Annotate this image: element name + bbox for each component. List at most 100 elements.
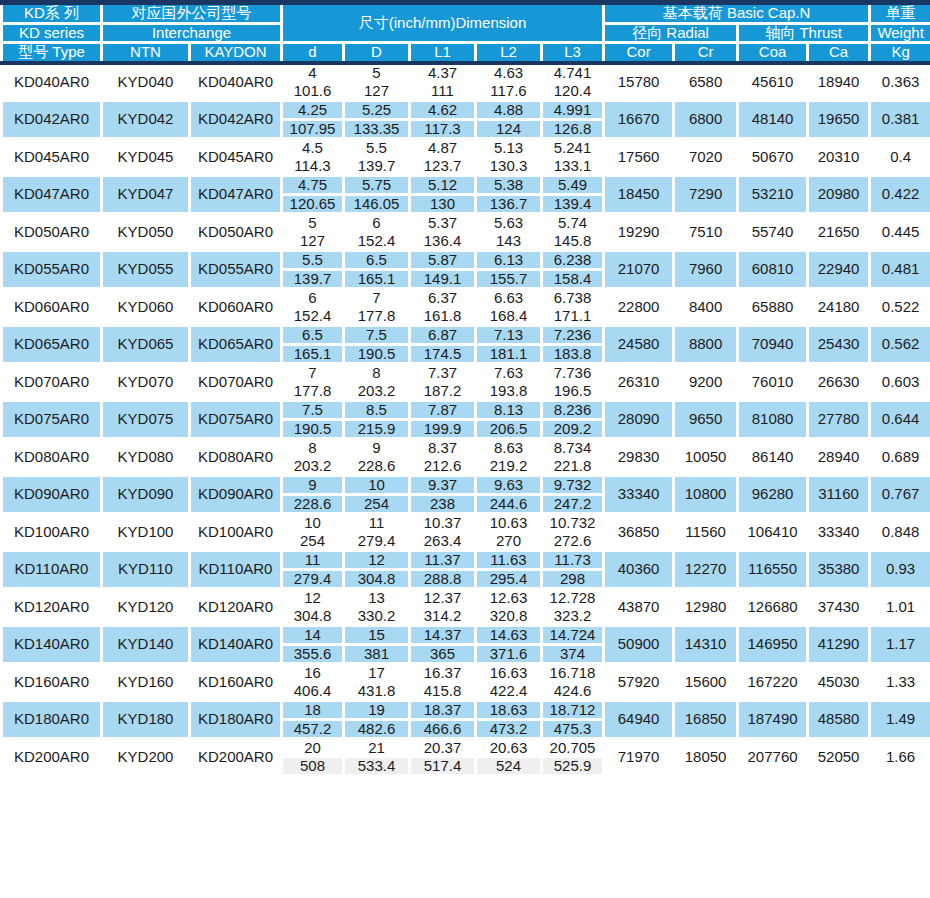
table-row-inch: KD055AR0 KYD055 KD055AR0 5.5 6.5 5.87 6.… [2,251,930,270]
dim-mm-cell-L3: 209.2 [542,419,604,438]
dim-mm-cell-L3: 120.4 [542,82,604,101]
coa-cell: 86140 [738,438,808,476]
model-cell: KD080AR0 [2,438,102,476]
dim-inch-cell-L3: 14.724 [542,626,604,645]
dim-mm-cell-d: 203.2 [282,457,344,476]
model-cell: KD075AR0 [2,401,102,439]
dim-mm-cell-L1: 117.3 [410,119,476,138]
kaydon-cell: KD065AR0 [190,326,282,364]
ntn-cell: KYD042 [102,101,190,139]
dim-mm-cell-L1: 123.7 [410,157,476,176]
dim-inch-cell-d: 7 [282,363,344,382]
dim-mm-cell-L1: 415.8 [410,682,476,701]
coa-cell: 96280 [738,476,808,514]
model-cell: KD200AR0 [2,738,102,776]
dim-mm-cell-d: 120.65 [282,194,344,213]
header-row-1: KD系 列 对应国外公司型号 尺寸(inch/mm)Dimension 基本载荷… [2,3,930,24]
dim-mm-cell-D: 190.5 [344,344,410,363]
ntn-cell: KYD040 [102,63,190,101]
dim-mm-cell-L1: 149.1 [410,269,476,288]
model-cell: KD047AR0 [2,176,102,214]
dim-inch-cell-L2: 8.13 [476,401,542,420]
dim-inch-cell-L1: 6.87 [410,326,476,345]
coa-cell: 53210 [738,176,808,214]
kaydon-cell: KD040AR0 [190,63,282,101]
dimension-header: 尺寸(inch/mm)Dimension [282,3,604,43]
table-row-inch: KD090AR0 KYD090 KD090AR0 9 10 9.37 9.63 … [2,476,930,495]
dim-inch-cell-D: 6.5 [344,251,410,270]
dim-inch-cell-L2: 7.63 [476,363,542,382]
interchange-en-header: Interchange [102,23,282,43]
dim-mm-cell-D: 127 [344,82,410,101]
dim-inch-cell-L3: 6.238 [542,251,604,270]
table-row-inch: KD160AR0 KYD160 KD160AR0 16 17 16.37 16.… [2,663,930,682]
table-row-inch: KD100AR0 KYD100 KD100AR0 10 11 10.37 10.… [2,513,930,532]
dim-mm-cell-L1: 238 [410,494,476,513]
ntn-col-header: NTN [102,43,190,63]
ca-cell: 27780 [808,401,870,439]
kg-cell: 0.689 [870,438,930,476]
dim-inch-cell-D: 6 [344,213,410,232]
coa-cell: 106410 [738,513,808,551]
cor-cell: 57920 [604,663,674,701]
dim-mm-cell-d: 355.6 [282,644,344,663]
dim-mm-cell-L1: 288.8 [410,569,476,588]
dim-mm-cell-d: 101.6 [282,82,344,101]
dim-inch-cell-D: 8 [344,363,410,382]
dim-inch-cell-L2: 6.63 [476,288,542,307]
series-en-header: KD series [2,23,102,43]
weight-zh-header: 单重 [870,3,930,24]
dim-mm-cell-L2: 124 [476,119,542,138]
dim-inch-cell-D: 5.25 [344,101,410,120]
load-col-header-coa: Coa [738,43,808,63]
dim-mm-cell-L3: 221.8 [542,457,604,476]
dim-inch-cell-L3: 16.718 [542,663,604,682]
coa-cell: 207760 [738,738,808,776]
header-row-3: 型号 Type NTN KAYDON d D L1 L2 L3 Cor Cr C… [2,43,930,63]
kaydon-cell: KD060AR0 [190,288,282,326]
ca-cell: 26630 [808,363,870,401]
coa-cell: 70940 [738,326,808,364]
dim-mm-cell-D: 431.8 [344,682,410,701]
dim-mm-cell-d: 254 [282,532,344,551]
kg-cell: 0.848 [870,513,930,551]
dim-mm-cell-L2: 422.4 [476,682,542,701]
thrust-header: 轴向 Thrust [738,23,870,43]
dim-inch-cell-D: 17 [344,663,410,682]
ntn-cell: KYD120 [102,588,190,626]
interchange-zh-header: 对应国外公司型号 [102,3,282,24]
dim-col-header-L1: L1 [410,43,476,63]
dim-inch-cell-L3: 10.732 [542,513,604,532]
kg-cell: 0.445 [870,213,930,251]
dim-inch-cell-L1: 14.37 [410,626,476,645]
dim-mm-cell-L2: 136.7 [476,194,542,213]
dim-mm-cell-L3: 183.8 [542,344,604,363]
dim-mm-cell-L1: 517.4 [410,757,476,776]
model-cell: KD040AR0 [2,63,102,101]
dim-inch-cell-L2: 5.63 [476,213,542,232]
ca-cell: 37430 [808,588,870,626]
dim-mm-cell-D: 279.4 [344,532,410,551]
kg-cell: 0.522 [870,288,930,326]
model-cell: KD090AR0 [2,476,102,514]
coa-cell: 116550 [738,551,808,589]
dim-inch-cell-L2: 6.13 [476,251,542,270]
dim-mm-cell-D: 203.2 [344,382,410,401]
dim-inch-cell-D: 13 [344,588,410,607]
dim-mm-cell-d: 114.3 [282,157,344,176]
model-cell: KD042AR0 [2,101,102,139]
dim-mm-cell-L3: 196.5 [542,382,604,401]
dim-mm-cell-L3: 133.1 [542,157,604,176]
ntn-cell: KYD200 [102,738,190,776]
dim-mm-cell-L3: 525.9 [542,757,604,776]
dim-mm-cell-L2: 143 [476,232,542,251]
model-cell: KD110AR0 [2,551,102,589]
table-row-inch: KD040AR0 KYD040 KD040AR0 4 5 4.37 4.63 4… [2,63,930,82]
cr-cell: 7510 [674,213,738,251]
model-cell: KD060AR0 [2,288,102,326]
dim-inch-cell-d: 8 [282,438,344,457]
table-row-inch: KD042AR0 KYD042 KD042AR0 4.25 5.25 4.62 … [2,101,930,120]
model-cell: KD120AR0 [2,588,102,626]
ca-cell: 28940 [808,438,870,476]
dim-col-header-d: d [282,43,344,63]
